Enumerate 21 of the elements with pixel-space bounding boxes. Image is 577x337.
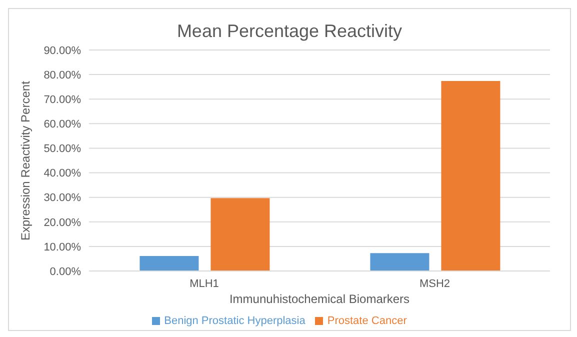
legend-label: Benign Prostatic Hyperplasia xyxy=(164,315,306,327)
bar xyxy=(441,80,500,271)
y-tick-label: 50.00% xyxy=(44,143,82,156)
bar xyxy=(370,253,430,271)
bar xyxy=(140,256,199,271)
chart-title: Mean Percentage Reactivity xyxy=(176,21,404,42)
y-tick-label: 20.00% xyxy=(44,216,82,229)
y-tick-label: 10.00% xyxy=(44,241,82,254)
y-tick-label: 40.00% xyxy=(44,168,82,180)
x-tick-label: MSH2 xyxy=(419,278,450,290)
legend-label: Prostate Cancer xyxy=(327,315,407,327)
y-tick-label: 30.00% xyxy=(44,192,82,204)
y-tick-label: 0.00% xyxy=(50,266,82,278)
x-tick-label: MLH1 xyxy=(190,278,219,290)
y-tick-label: 70.00% xyxy=(44,94,82,106)
bar xyxy=(210,198,270,271)
y-axis-title: Expression Reactivity Percent xyxy=(18,80,32,240)
x-axis-title: Immunuhistochemical Biomarkers xyxy=(229,292,410,306)
y-tick-label: 80.00% xyxy=(44,69,82,82)
y-tick-label: 60.00% xyxy=(44,118,82,131)
y-tick-label: 90.00% xyxy=(44,44,82,57)
